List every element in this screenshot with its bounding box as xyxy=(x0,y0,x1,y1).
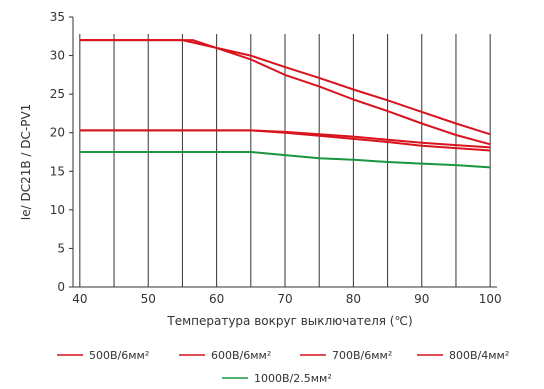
y-tick-label-5: 5 xyxy=(57,241,65,255)
x-tick-labels: 40 50 60 70 80 90 100 xyxy=(72,292,501,306)
y-tick-label-30: 30 xyxy=(50,49,65,63)
legend-label-2: 600В/6мм² xyxy=(211,349,271,362)
vertical-grid xyxy=(79,34,491,287)
legend-label-1: 500В/6мм² xyxy=(89,349,149,362)
series-line-4 xyxy=(79,129,491,152)
y-tick-label-35: 35 xyxy=(50,10,65,24)
y-tick-label-0: 0 xyxy=(57,280,65,294)
x-tick-label-70: 70 xyxy=(277,292,292,306)
x-tick-label-100: 100 xyxy=(479,292,502,306)
x-tick-label-60: 60 xyxy=(209,292,224,306)
y-tick-label-25: 25 xyxy=(50,87,65,101)
legend-label-5: 1000В/2.5мм² xyxy=(254,372,332,385)
legend-label-4: 800В/4мм² xyxy=(449,349,509,362)
y-tick-label-20: 20 xyxy=(50,126,65,140)
y-tick-label-10: 10 xyxy=(50,203,65,217)
legend-label-3: 700В/6мм² xyxy=(332,349,392,362)
y-tick-labels: 0 5 10 15 20 25 30 35 xyxy=(50,10,73,294)
x-tick-label-80: 80 xyxy=(346,292,361,306)
x-tick-label-50: 50 xyxy=(141,292,156,306)
series-line-5 xyxy=(79,151,491,169)
series-line-2 xyxy=(79,39,491,146)
series-lines xyxy=(79,39,491,169)
axes xyxy=(72,17,497,288)
legend: 500В/6мм² 600В/6мм² 700В/6мм² 800В/4мм² 1000… xyxy=(57,349,509,385)
x-tick-label-90: 90 xyxy=(414,292,429,306)
y-tick-label-15: 15 xyxy=(50,164,65,178)
x-tick-label-40: 40 xyxy=(72,292,87,306)
x-axis-label: Температура вокруг выключателя (℃) xyxy=(166,314,412,328)
y-axis-label: Ie/ DC21B / DC-PV1 xyxy=(19,104,33,221)
